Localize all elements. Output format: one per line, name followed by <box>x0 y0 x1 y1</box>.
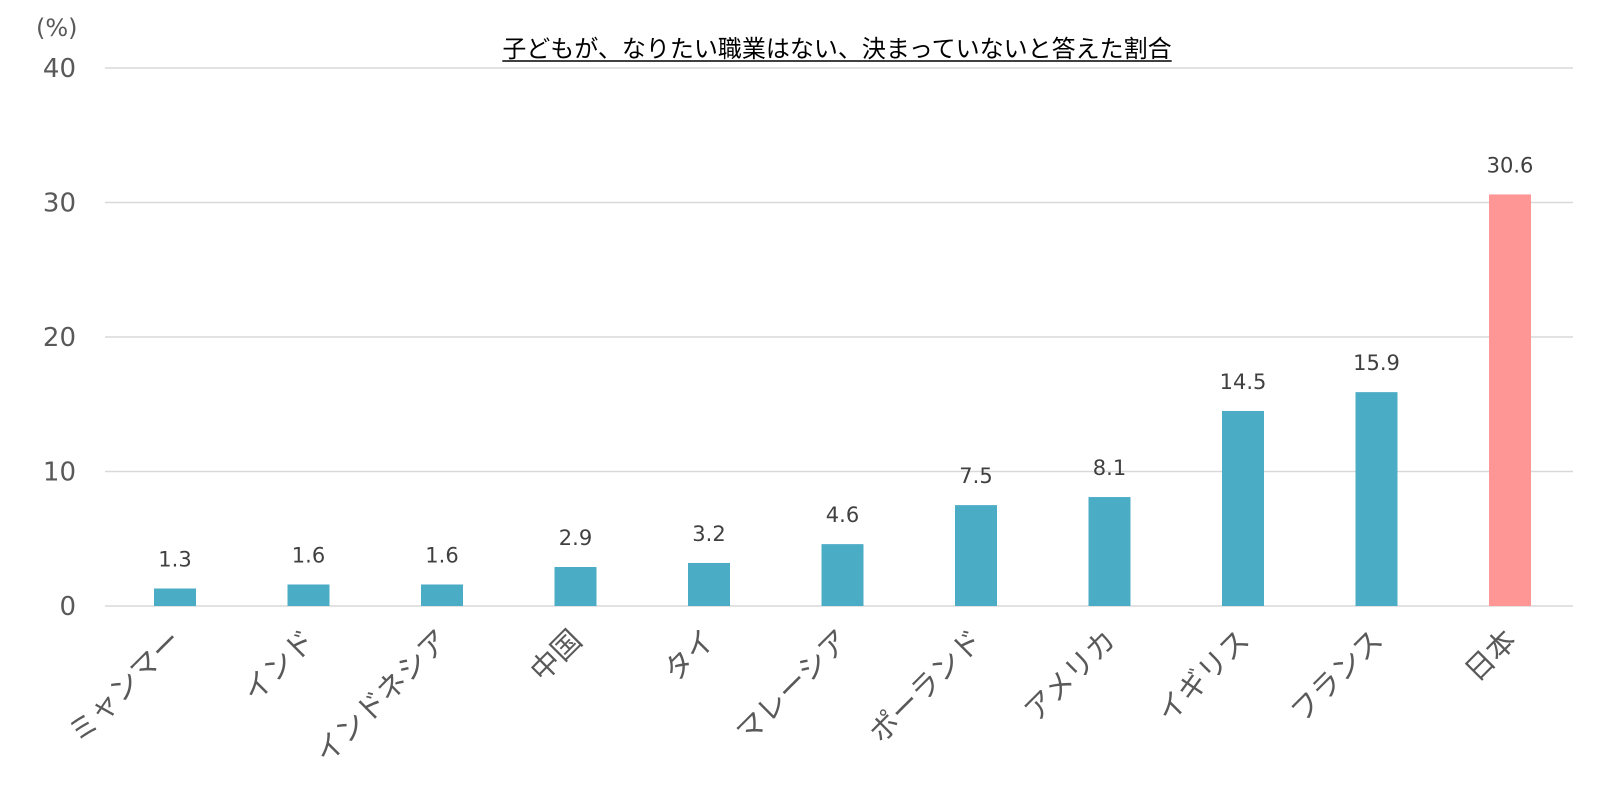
y-tick-label: 40 <box>43 54 76 84</box>
category-label: 中国 <box>523 623 588 688</box>
chart-title: 子どもが、なりたい職業はない、決まっていないと答えた割合 <box>502 35 1171 63</box>
bar <box>1088 497 1131 606</box>
bar <box>287 584 330 606</box>
category-label: アメリカ <box>1017 623 1122 728</box>
category-label: タイ <box>657 623 722 688</box>
category-label: インドネシア <box>308 623 455 770</box>
data-label: 30.6 <box>1487 153 1534 177</box>
y-tick-label: 30 <box>43 189 76 219</box>
gridlines <box>105 67 1573 607</box>
data-label: 1.3 <box>158 548 191 572</box>
y-tick-label: 20 <box>43 323 76 353</box>
y-axis-unit: (%) <box>36 14 78 42</box>
category-label: ミャンマー <box>61 623 188 750</box>
data-label: 3.2 <box>692 522 725 546</box>
data-label: 14.5 <box>1220 370 1267 394</box>
bar <box>688 562 730 606</box>
bar <box>821 544 864 606</box>
category-label: フランス <box>1284 623 1390 729</box>
category-label: 日本 <box>1458 623 1523 688</box>
data-label: 8.1 <box>1093 456 1126 480</box>
data-labels: 1.3 1.6 1.6 2.9 3.2 4.6 7.5 8.1 14.5 15.9 30.6 <box>158 153 1533 571</box>
data-label: 15.9 <box>1353 351 1400 375</box>
category-label: マレーシア <box>729 623 855 749</box>
category-label: イギリス <box>1150 623 1256 729</box>
bars <box>154 194 1531 606</box>
y-tick-label: 0 <box>59 592 76 622</box>
data-label: 1.6 <box>425 543 458 567</box>
y-axis-ticks: 0 10 20 30 40 <box>43 54 76 622</box>
bar <box>154 588 196 606</box>
data-label: 7.5 <box>959 464 992 488</box>
data-label: 2.9 <box>559 526 592 550</box>
category-label: インド <box>236 623 322 709</box>
bar <box>554 566 597 606</box>
y-tick-label: 10 <box>43 458 76 488</box>
data-label: 4.6 <box>826 503 859 527</box>
category-label: ポーランド <box>862 623 989 750</box>
bar <box>955 505 997 606</box>
data-label: 1.6 <box>292 543 325 567</box>
bar <box>421 584 463 606</box>
bar <box>1222 410 1264 606</box>
bar <box>1489 194 1531 606</box>
bar <box>1355 392 1398 606</box>
